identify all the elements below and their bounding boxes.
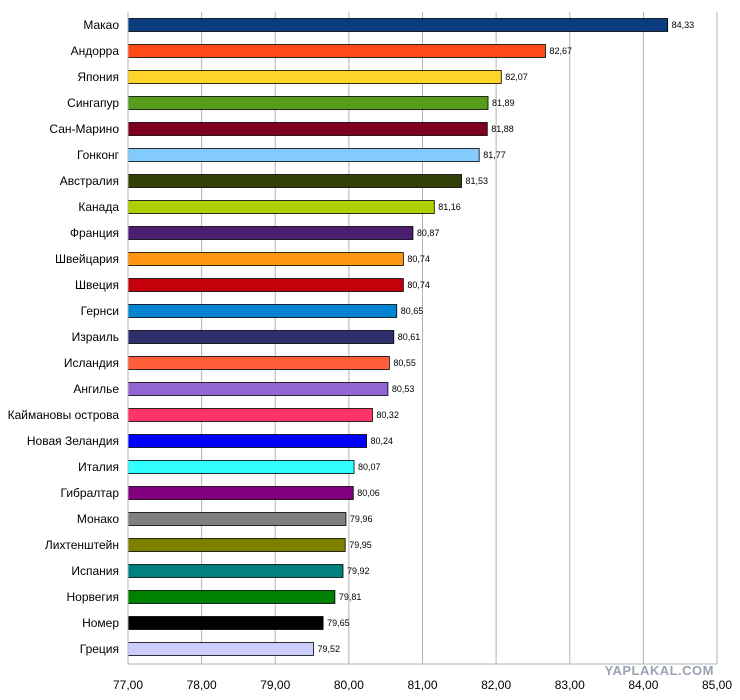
category-label: Норвегия (66, 590, 119, 604)
bar (127, 18, 669, 32)
bar (127, 252, 404, 266)
category-label: Сан-Марино (49, 122, 119, 136)
bar (127, 226, 414, 240)
data-label: 82,07 (505, 72, 528, 82)
category-label: Лихтенштейн (45, 538, 119, 552)
data-label: 79,96 (350, 514, 373, 524)
category-label: Новая Зеландия (27, 434, 119, 448)
category-label: Каймановы острова (8, 408, 120, 422)
data-label: 79,52 (318, 644, 341, 654)
x-tick-label: 80,00 (334, 678, 364, 692)
bar (127, 200, 435, 214)
data-label: 79,81 (339, 592, 362, 602)
bar (127, 408, 373, 422)
category-label: Швейцария (55, 252, 119, 266)
data-label: 80,65 (401, 306, 424, 316)
bar (127, 330, 395, 344)
category-label: Гернси (81, 304, 119, 318)
data-label: 79,92 (347, 566, 370, 576)
data-label: 81,89 (492, 98, 515, 108)
bar (127, 70, 502, 84)
data-label: 81,88 (491, 124, 514, 134)
bar (127, 460, 355, 474)
bar (127, 356, 390, 370)
bar (127, 174, 462, 188)
category-label: Италия (78, 460, 119, 474)
category-label: Макао (83, 18, 119, 32)
bar (127, 304, 398, 318)
category-label: Номер (82, 616, 119, 630)
x-tick-label: 81,00 (407, 678, 437, 692)
data-label: 82,67 (549, 46, 572, 56)
bar (127, 642, 314, 656)
category-label: Греция (80, 642, 119, 656)
x-tick-label: 78,00 (187, 678, 217, 692)
data-label: 84,33 (672, 20, 695, 30)
data-label: 80,55 (393, 358, 416, 368)
bar (127, 148, 480, 162)
category-label: Гибралтар (61, 486, 120, 500)
x-tick-label: 85,00 (702, 678, 732, 692)
bar (127, 538, 346, 552)
data-label: 81,77 (483, 150, 506, 160)
data-label: 80,24 (371, 436, 394, 446)
x-tick-label: 77,00 (113, 678, 143, 692)
bar (127, 382, 389, 396)
value-labels: 84,33 82,67 82,07 81,89 81,88 81,77 81,53 81,16… (318, 20, 695, 654)
bar (127, 486, 354, 500)
category-labels: Макао Андорра Япония Сингапур Сан-Марино Гонк… (8, 18, 120, 656)
gridlines (127, 12, 718, 664)
data-label: 79,95 (349, 540, 372, 550)
bar (127, 44, 546, 58)
x-tick-label: 83,00 (555, 678, 585, 692)
data-label: 80,07 (358, 462, 381, 472)
bar (127, 434, 367, 448)
x-axis: 77,00 78,00 79,00 80,00 81,00 82,00 83,00 84,00… (113, 12, 732, 692)
category-label: Франция (70, 226, 119, 240)
category-label: Австралия (60, 174, 119, 188)
category-label: Япония (77, 70, 119, 84)
data-label: 81,16 (438, 202, 461, 212)
category-label: Сингапур (67, 96, 119, 110)
x-tick-label: 84,00 (628, 678, 658, 692)
x-tick-label: 82,00 (481, 678, 511, 692)
data-label: 80,74 (407, 254, 430, 264)
data-label: 80,53 (392, 384, 415, 394)
bar (127, 616, 324, 630)
bar (127, 512, 347, 526)
bar (127, 564, 344, 578)
bar (127, 590, 336, 604)
category-label: Канада (78, 200, 119, 214)
category-label: Монако (77, 512, 119, 526)
data-label: 79,65 (327, 618, 350, 628)
data-label: 81,53 (466, 176, 489, 186)
category-label: Исландия (64, 356, 119, 370)
watermark-text: YAPLAKAL.COM (604, 663, 714, 678)
data-label: 80,06 (357, 488, 380, 498)
data-label: 80,61 (398, 332, 421, 342)
data-label: 80,87 (417, 228, 440, 238)
x-tick-label: 79,00 (260, 678, 290, 692)
category-label: Андорра (71, 44, 120, 58)
bar (127, 96, 489, 110)
category-label: Израиль (72, 330, 119, 344)
category-label: Ангилье (73, 382, 119, 396)
data-label: 80,74 (407, 280, 430, 290)
data-label: 80,32 (376, 410, 399, 420)
category-label: Швеция (75, 278, 119, 292)
bar (127, 278, 404, 292)
bar (127, 122, 488, 136)
category-label: Гонконг (77, 148, 120, 162)
category-label: Испания (71, 564, 119, 578)
